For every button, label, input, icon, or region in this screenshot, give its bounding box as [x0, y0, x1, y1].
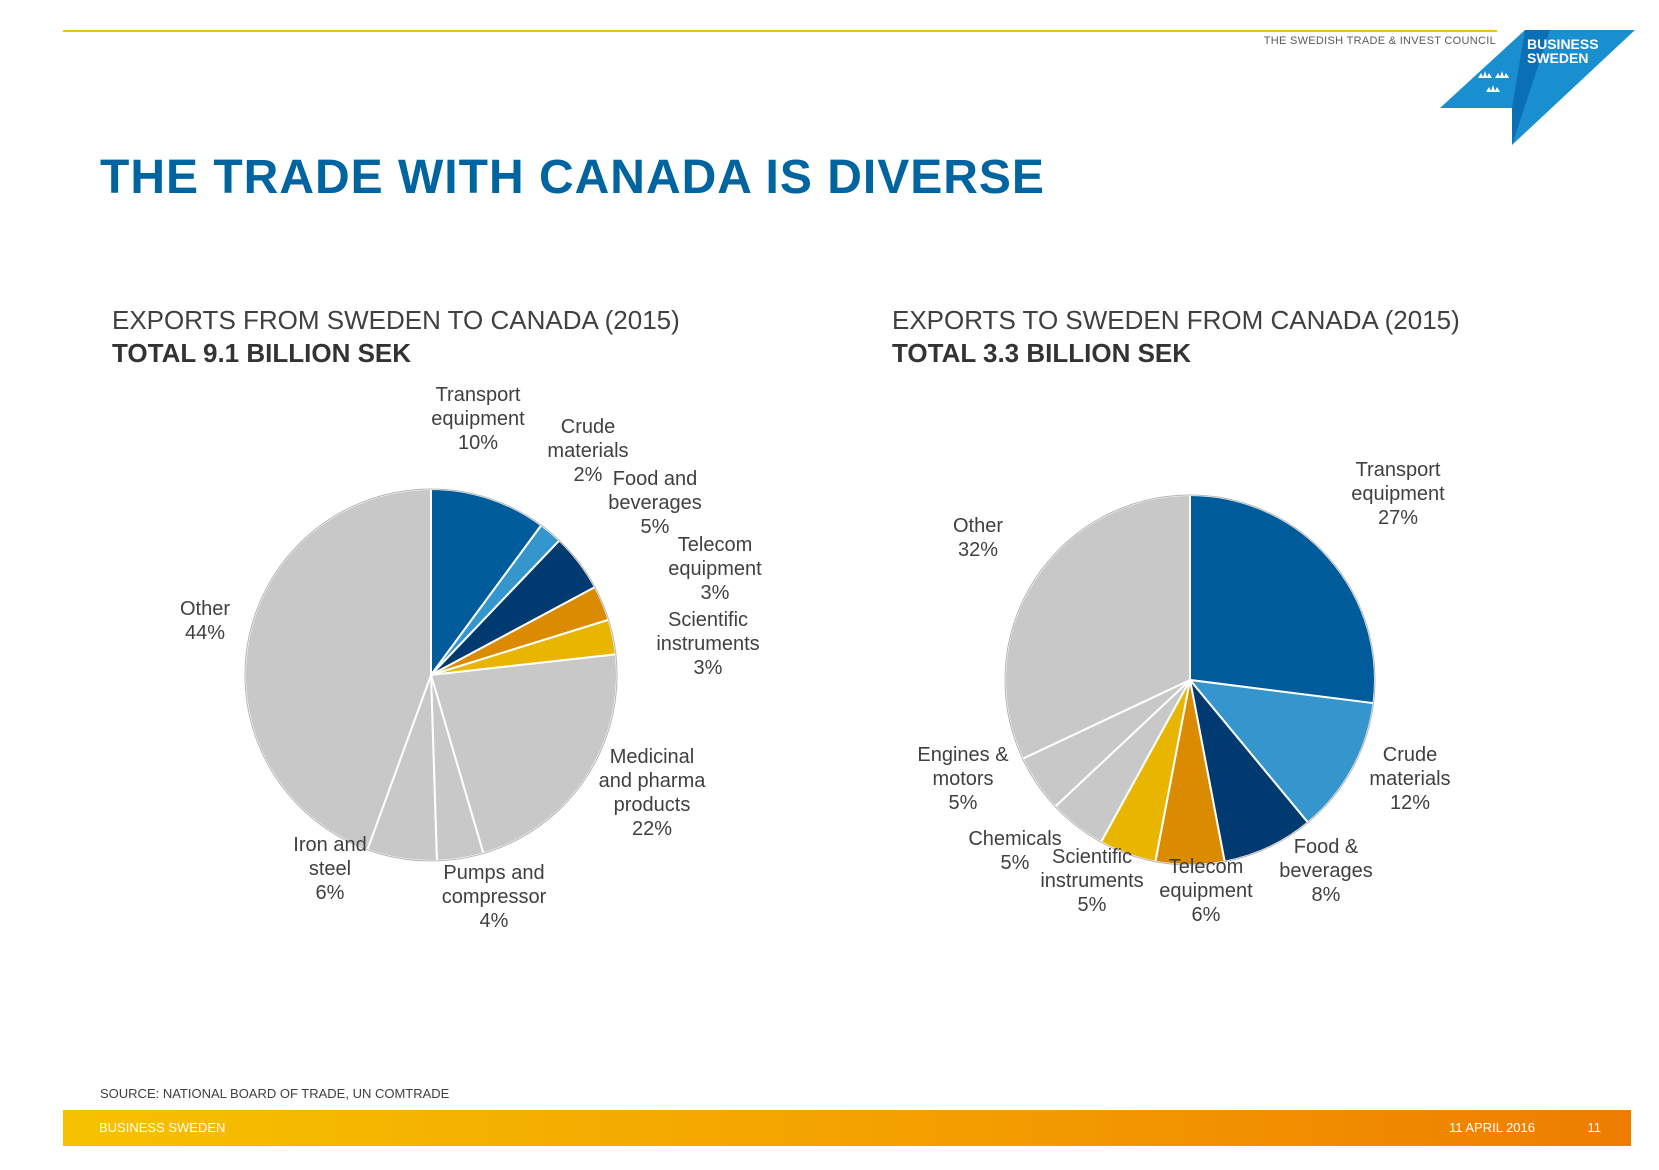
footer-org: BUSINESS SWEDEN [99, 1120, 226, 1135]
chart-1-label-crude-materials: Crude materials 2% [547, 416, 628, 486]
logo-wordmark: BUSINESS SWEDEN [1527, 37, 1607, 65]
chart-2-label-other: Other 32% [953, 515, 1003, 561]
chart-2-label-chemicals: Chemicals 5% [968, 828, 1061, 874]
chart-2-label-scientific-instruments: Scientific instruments 5% [1040, 846, 1143, 916]
chart-2-label-crude-materials: Crude materials 12% [1369, 744, 1450, 814]
logo-line-2: SWEDEN [1527, 50, 1589, 66]
chart-1-total: TOTAL 9.1 BILLION SEK [112, 338, 412, 368]
top-rule [63, 30, 1497, 32]
chart-2-outline [1004, 494, 1376, 866]
chart-1-label-medicinal-and-pharma-products: Medicinal and pharma products 22% [599, 746, 707, 840]
council-tagline: THE SWEDISH TRADE & INVEST COUNCIL [1263, 35, 1496, 47]
chart-1-label-iron-and-steel: Iron and steel 6% [293, 834, 366, 904]
business-sweden-logo [1440, 30, 1635, 145]
logo-shape [1440, 30, 1635, 145]
logo-line-1: BUSINESS [1527, 36, 1599, 52]
page-number: 11 [1587, 1120, 1602, 1135]
logo-shape-shadow [1512, 30, 1550, 145]
chart-1-label-other: Other 44% [180, 598, 230, 644]
chart-1-label-scientific-instruments: Scientific instruments 3% [656, 609, 759, 679]
chart-2-title: EXPORTS TO SWEDEN FROM CANADA (2015) [892, 305, 1460, 335]
footer-date: 11 APRIL 2016 [1448, 1120, 1535, 1135]
footer-bar: BUSINESS SWEDEN 11 APRIL 2016 11 [63, 1110, 1631, 1146]
chart-2-label-engines-motors: Engines & motors 5% [917, 744, 1009, 814]
chart-1-title: EXPORTS FROM SWEDEN TO CANADA (2015) [112, 305, 680, 335]
chart-1-outline [244, 488, 618, 862]
chart-1-label-telecom-equipment: Telecom equipment 3% [668, 534, 762, 604]
page-title: THE TRADE WITH CANADA IS DIVERSE [100, 151, 1045, 204]
chart-1-label-food-and-beverages: Food and beverages 5% [608, 468, 701, 538]
chart-1-label-transport-equipment: Transport equipment 10% [431, 384, 525, 454]
chart-2-label-food-beverages: Food & beverages 8% [1279, 836, 1372, 906]
chart-2-total: TOTAL 3.3 BILLION SEK [892, 338, 1192, 368]
chart-2-label-transport-equipment: Transport equipment 27% [1351, 459, 1445, 529]
chart-1-label-pumps-and-compressor: Pumps and compressor 4% [442, 862, 547, 932]
source-note: SOURCE: NATIONAL BOARD OF TRADE, UN COMT… [100, 1086, 450, 1101]
crown-icon [1478, 71, 1509, 92]
chart-2-slice-transport-equipment [1189, 493, 1376, 705]
chart-2-label-telecom-equipment: Telecom equipment 6% [1159, 856, 1253, 926]
